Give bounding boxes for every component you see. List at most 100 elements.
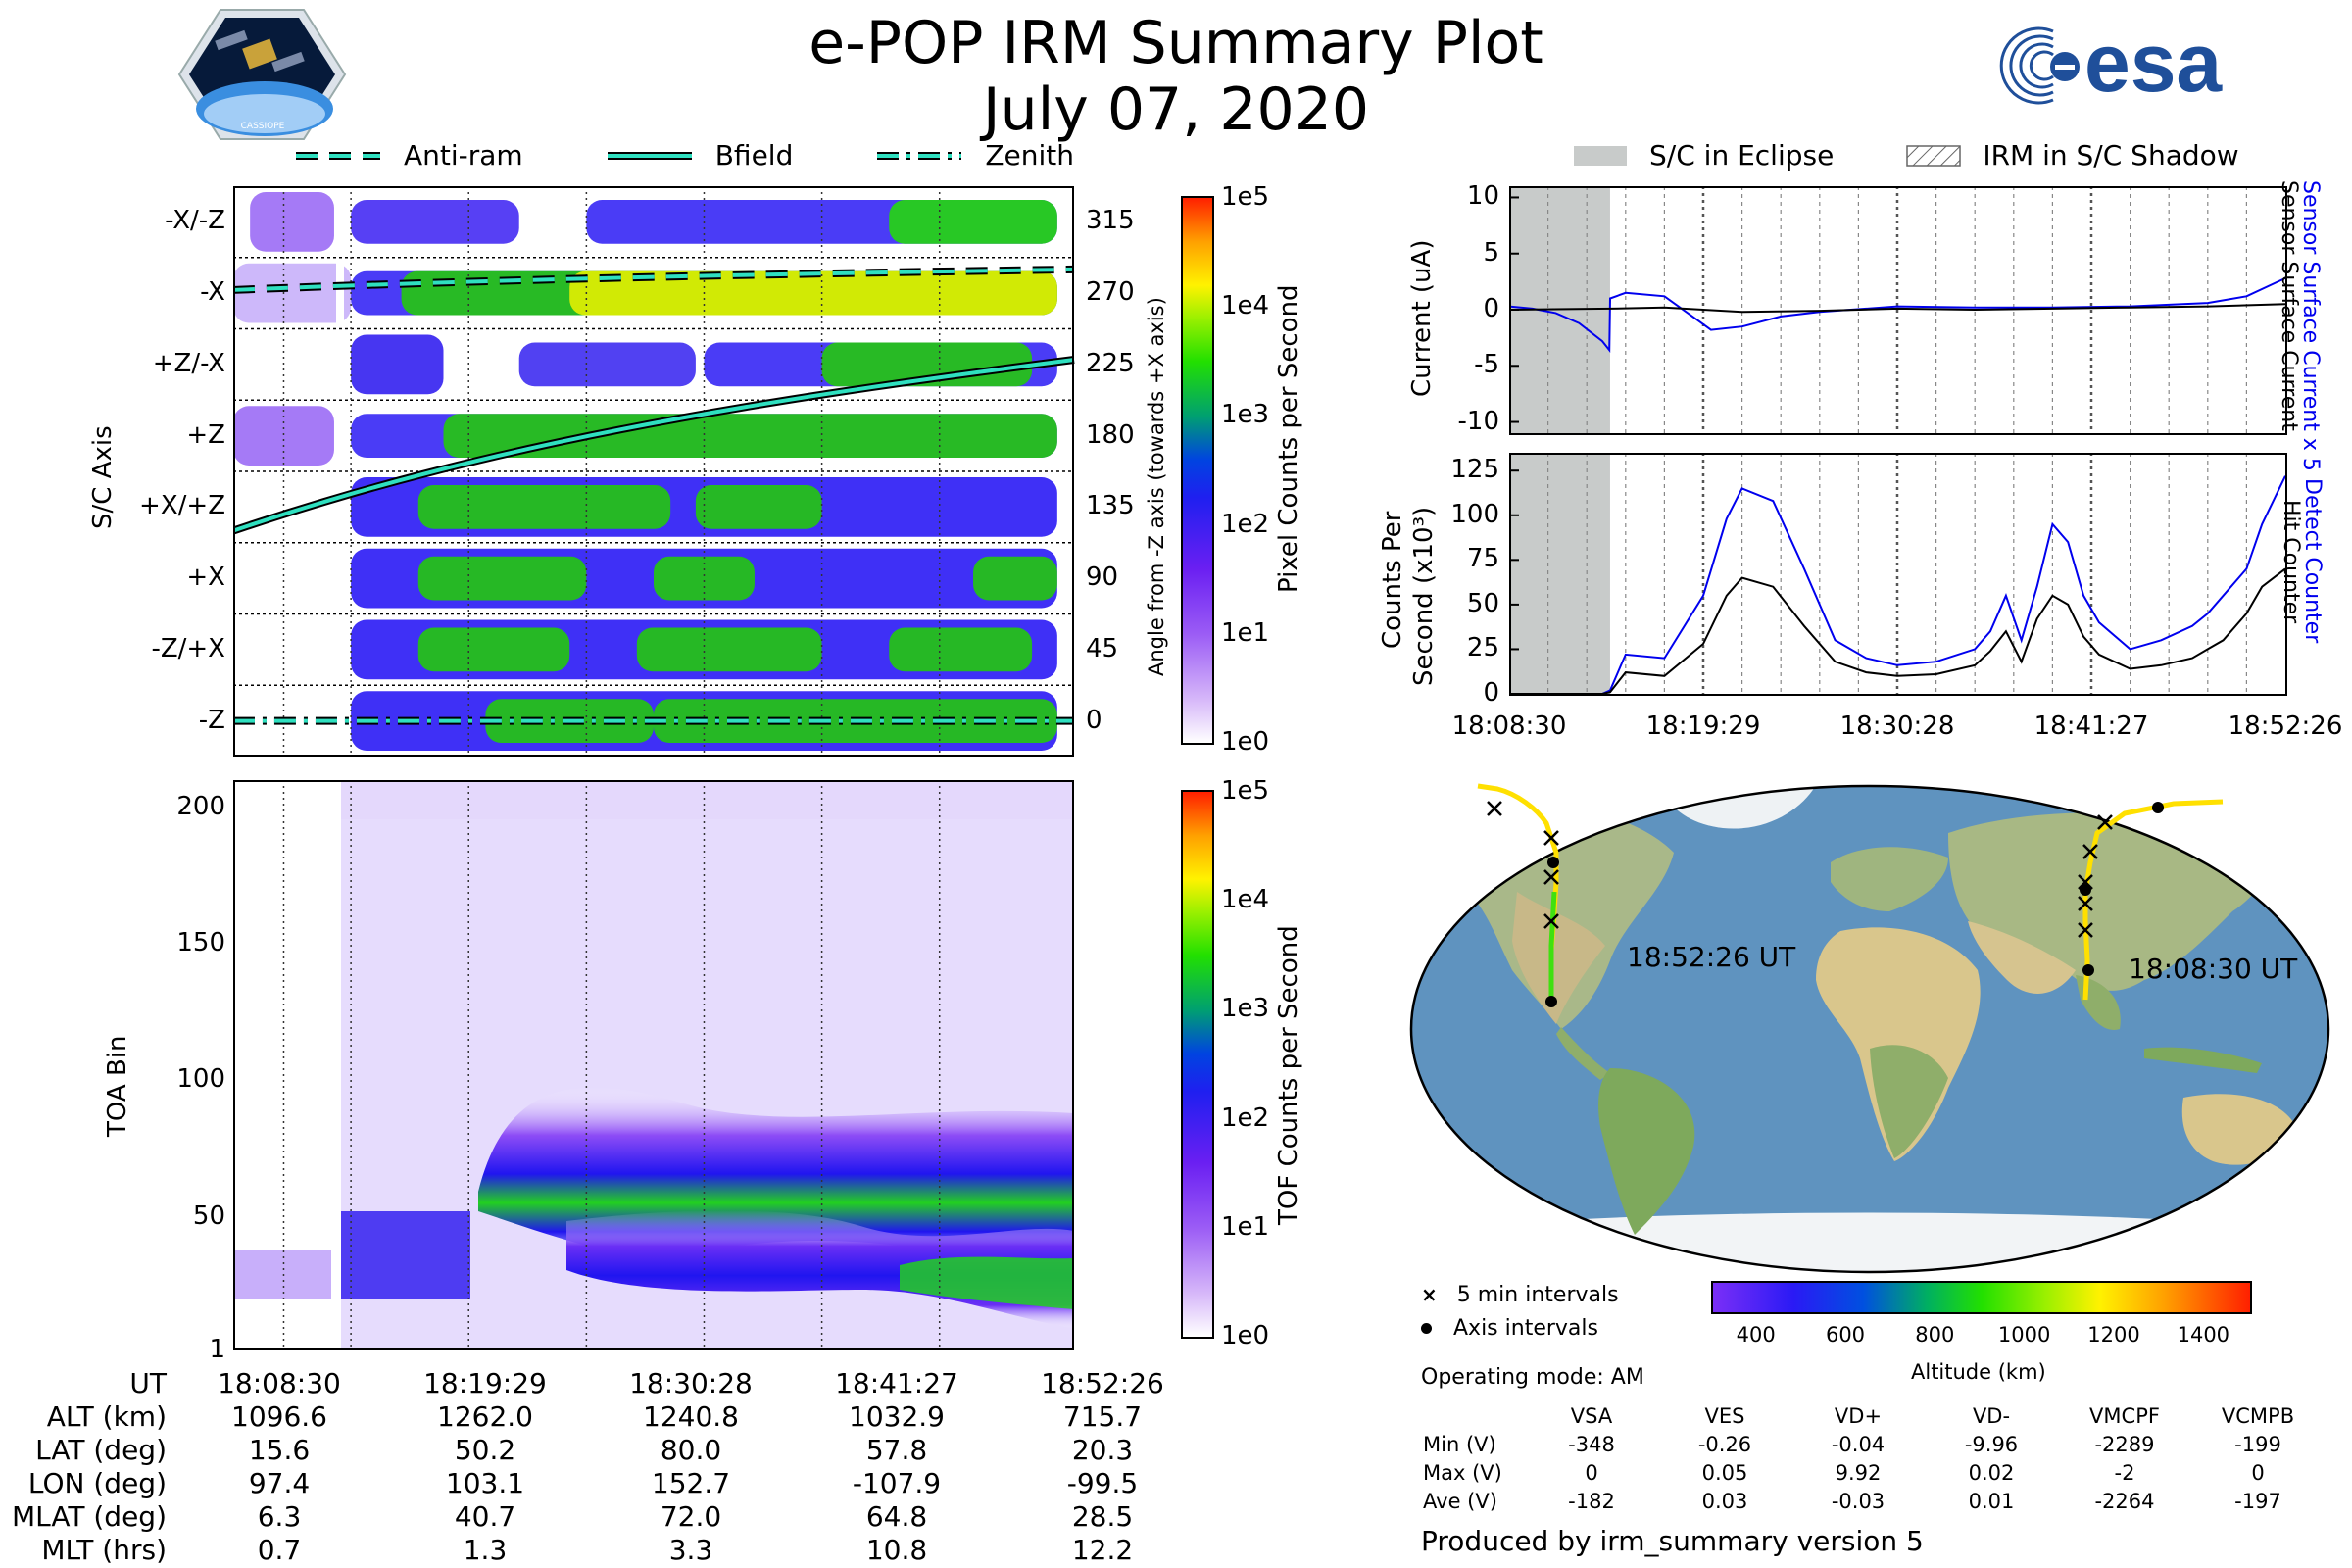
time-table-row: ALT (km) 1096.6 1262.0 1240.8 1032.9 715.7 xyxy=(10,1399,1205,1433)
voltage-cell: 0 xyxy=(1585,1460,1598,1485)
time-table-cell: 3.3 xyxy=(668,1533,713,1566)
anti-ram-legend-icon xyxy=(296,151,380,160)
tof-colorbar-tick: 1e1 xyxy=(1221,1211,1270,1242)
pixel-activity-region xyxy=(417,485,671,529)
footer-text: Produced by irm_summary version 5 xyxy=(1421,1525,1924,1557)
counts-xtick: 18:52:26 xyxy=(2228,711,2343,741)
eclipse-legend: S/C in Eclipse IRM in S/C Shadow xyxy=(1573,139,2239,172)
time-table-cell: 80.0 xyxy=(660,1433,722,1466)
time-table-row: UT 18:08:30 18:19:29 18:30:28 18:41:27 18:52:… xyxy=(10,1366,1205,1399)
voltage-cell: -197 xyxy=(2234,1489,2281,1513)
time-table-label: ALT (km) xyxy=(46,1399,167,1433)
pixel-colorbar-tick: 1e0 xyxy=(1221,727,1270,757)
pixel-ytick-right: 45 xyxy=(1086,633,1119,663)
title-line-2: July 07, 2020 xyxy=(982,75,1370,144)
tof-colorbar-tick: 1e3 xyxy=(1221,994,1270,1024)
voltage-cell: 9.92 xyxy=(1835,1460,1882,1485)
voltage-row-label: Ave (V) xyxy=(1423,1489,1497,1513)
counts-xtick: 18:30:28 xyxy=(1839,711,1955,741)
altitude-tick: 1400 xyxy=(2177,1323,2230,1347)
legend-zenith: Zenith xyxy=(985,139,1075,172)
tof-ylabel: TOA Bin xyxy=(103,1035,132,1137)
dot-marker-icon xyxy=(1421,1322,1432,1334)
counts-ylabel-line1: Counts Per xyxy=(1378,511,1407,649)
current-chart xyxy=(1509,186,2287,435)
bfield-line xyxy=(233,358,1075,533)
time-table-cell: 64.8 xyxy=(865,1499,928,1533)
tof-band-lower xyxy=(566,1210,1074,1329)
time-table-label: LAT (deg) xyxy=(35,1433,167,1466)
voltage-cell: -2289 xyxy=(2094,1432,2155,1456)
pixel-colorbar xyxy=(1181,196,1214,745)
voltage-cell: -2 xyxy=(2114,1460,2135,1485)
ytick-label: -5 xyxy=(1474,350,1499,380)
pixel-activity-region xyxy=(973,556,1057,601)
tof-ytick: 200 xyxy=(176,791,225,821)
ytick-label: 75 xyxy=(1466,544,1499,574)
time-table: UT 18:08:30 18:19:29 18:30:28 18:41:27 18:52:… xyxy=(10,1366,1205,1566)
pixel-activity-region xyxy=(889,627,1033,672)
time-table-cell: 18:41:27 xyxy=(835,1366,958,1399)
svg-text:CASSIOPE: CASSIOPE xyxy=(241,122,285,131)
voltage-header: VD+ xyxy=(1834,1403,1883,1428)
tof-ytick: 1 xyxy=(209,1335,225,1364)
voltage-cell: -2264 xyxy=(2094,1489,2155,1513)
altitude-tick: 400 xyxy=(1736,1323,1776,1347)
counts-chart xyxy=(1509,453,2287,696)
voltage-row-label: Max (V) xyxy=(1423,1460,1502,1485)
time-table-row: MLT (hrs) 0.7 1.3 3.3 10.8 12.2 xyxy=(10,1533,1205,1566)
counts-ylabel-right-black: Hit Counter xyxy=(2278,500,2303,624)
pixel-activity-region xyxy=(233,263,352,323)
ytick-label: 0 xyxy=(1483,294,1499,323)
voltage-row-label: Min (V) xyxy=(1423,1432,1496,1456)
voltage-cell: 0 xyxy=(2251,1460,2265,1485)
pixel-ytick-right: 270 xyxy=(1086,277,1135,308)
ytick-label: -10 xyxy=(1457,406,1499,436)
time-table-label: MLT (hrs) xyxy=(41,1533,167,1566)
time-table-cell: -99.5 xyxy=(1066,1466,1139,1499)
ytick-label: 50 xyxy=(1466,588,1499,618)
eclipse-legend-icon xyxy=(1574,145,1627,166)
orbit-map xyxy=(1409,783,2330,1274)
black-trace xyxy=(1509,567,2286,695)
voltage-cell: -199 xyxy=(2234,1432,2281,1456)
time-table-cell: 97.4 xyxy=(248,1466,311,1499)
pixel-activity-region xyxy=(636,627,822,672)
time-table-cell: 10.8 xyxy=(865,1533,928,1566)
time-table-row: LON (deg) 97.4 103.1 152.7 -107.9 -99.5 xyxy=(10,1466,1205,1499)
time-table-cell: 20.3 xyxy=(1071,1433,1134,1466)
tof-colorbar-tick: 1e0 xyxy=(1221,1321,1270,1350)
legend-anti-ram: Anti-ram xyxy=(404,139,523,172)
legend-axis: Axis intervals xyxy=(1453,1315,1598,1341)
voltage-cell: 0.02 xyxy=(1968,1460,2015,1485)
ytick-label: 0 xyxy=(1483,678,1499,708)
pixel-ytick-left: +X xyxy=(186,563,225,593)
pixel-activity-region xyxy=(351,200,519,244)
x-marker-icon: × xyxy=(1421,1283,1438,1306)
pixel-activity-region xyxy=(695,485,822,529)
altitude-tick: 600 xyxy=(1825,1323,1866,1347)
pixel-ytick-left: +Z xyxy=(186,419,225,450)
voltage-row: Ave (V) -182 0.03 -0.03 0.01 -2264 -197 xyxy=(1419,1487,2325,1515)
ytick-label: 25 xyxy=(1466,633,1499,663)
map-south-america xyxy=(1598,1068,1695,1235)
current-ylabel-right-black: Sensor Surface Current xyxy=(2277,180,2301,431)
pixel-ytick-left: -X/-Z xyxy=(165,206,225,236)
time-table-cell: 72.0 xyxy=(660,1499,722,1533)
counts-xtick: 18:19:29 xyxy=(1645,711,1761,741)
pixel-activity-region xyxy=(351,334,444,395)
tof-colorbar xyxy=(1181,790,1214,1339)
operating-mode: Operating mode: AM xyxy=(1421,1365,1644,1390)
voltage-cell: 0.01 xyxy=(1968,1489,2015,1513)
time-table-cell: 12.2 xyxy=(1071,1533,1134,1566)
pixel-ytick-left: +Z/-X xyxy=(152,348,225,378)
current-ylabel-right-blue: Sensor Surface Current x 5 xyxy=(2298,180,2323,471)
pixel-activity-region xyxy=(250,192,334,252)
time-table-cell: 18:30:28 xyxy=(629,1366,753,1399)
time-table-cell: 57.8 xyxy=(865,1433,928,1466)
pixel-colorbar-tick: 1e5 xyxy=(1221,182,1270,212)
voltage-cell: -182 xyxy=(1568,1489,1615,1513)
shadow-legend-icon xyxy=(1906,144,1962,167)
voltage-cell: -0.26 xyxy=(1697,1432,1752,1456)
tof-colorbar-tick: 1e2 xyxy=(1221,1102,1270,1133)
